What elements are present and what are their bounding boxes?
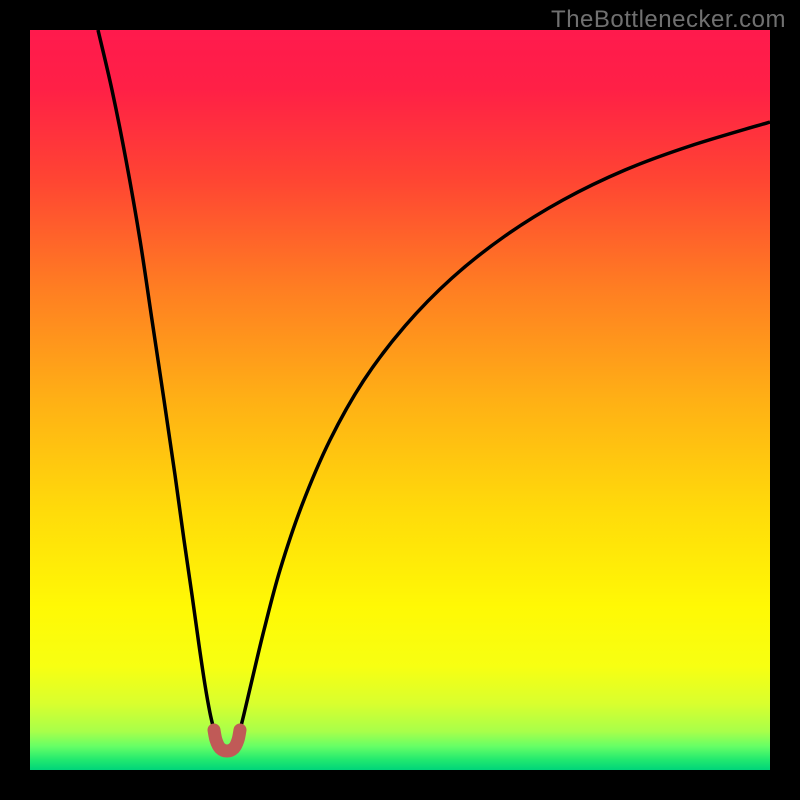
- curve-left: [98, 30, 214, 730]
- chart-frame: TheBottlenecker.com: [0, 0, 800, 800]
- plot-area: [30, 30, 770, 770]
- watermark-text: TheBottlenecker.com: [551, 6, 786, 34]
- valley-mark: [214, 730, 240, 751]
- curve-right: [240, 122, 770, 730]
- curves-layer: [30, 30, 770, 770]
